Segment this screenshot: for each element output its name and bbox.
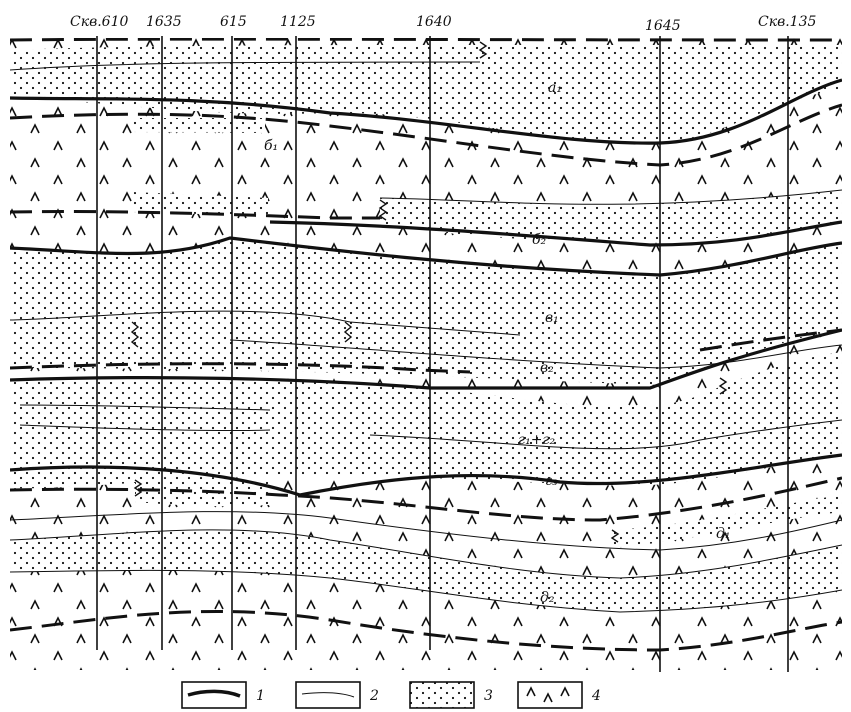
legend-number-1: 1: [256, 688, 265, 704]
unit-label-d2: д₂: [540, 590, 555, 606]
legend-item-1: 1: [181, 681, 265, 709]
well-label-1635: 1635: [146, 14, 182, 30]
facies-transitions: [130, 41, 728, 543]
well-label-1645: 1645: [645, 18, 681, 34]
well-label-615: 615: [220, 14, 247, 30]
well-label-1640: 1640: [416, 14, 452, 30]
thick-line-swatch: [187, 689, 241, 698]
unit-label-v1: в₁: [545, 310, 559, 326]
legend-number-3: 3: [484, 688, 493, 704]
wells: [96, 36, 789, 672]
section-body: [10, 38, 842, 670]
carets-swatch: [526, 686, 570, 703]
well-label-610: Скв.610: [70, 14, 128, 30]
thin-line-swatch: [301, 692, 355, 698]
legend-item-2: 2: [295, 681, 379, 709]
unit-label-d1: д₁: [716, 526, 731, 542]
unit-label-a1: а₁: [548, 80, 562, 96]
unit-label-b1: б₁: [264, 138, 278, 154]
legend-number-4: 4: [591, 688, 601, 704]
legend-item-3: 3: [409, 681, 493, 709]
legend-number-2: 2: [369, 688, 379, 704]
well-label-135: Скв.135: [758, 14, 816, 30]
dots-swatch: [409, 681, 475, 709]
legend: 1 2 3 4: [181, 681, 601, 709]
well-label-1125: 1125: [280, 14, 316, 30]
unit-label-v2: в₂: [540, 360, 554, 376]
dashed-boundaries: [10, 38, 842, 652]
legend-item-4: 4: [517, 681, 601, 709]
unit-label-g1g2: г₁+г₂: [518, 432, 555, 448]
unit-label-g3: г₃: [545, 473, 558, 489]
unit-label-b2: б₂: [532, 232, 547, 248]
